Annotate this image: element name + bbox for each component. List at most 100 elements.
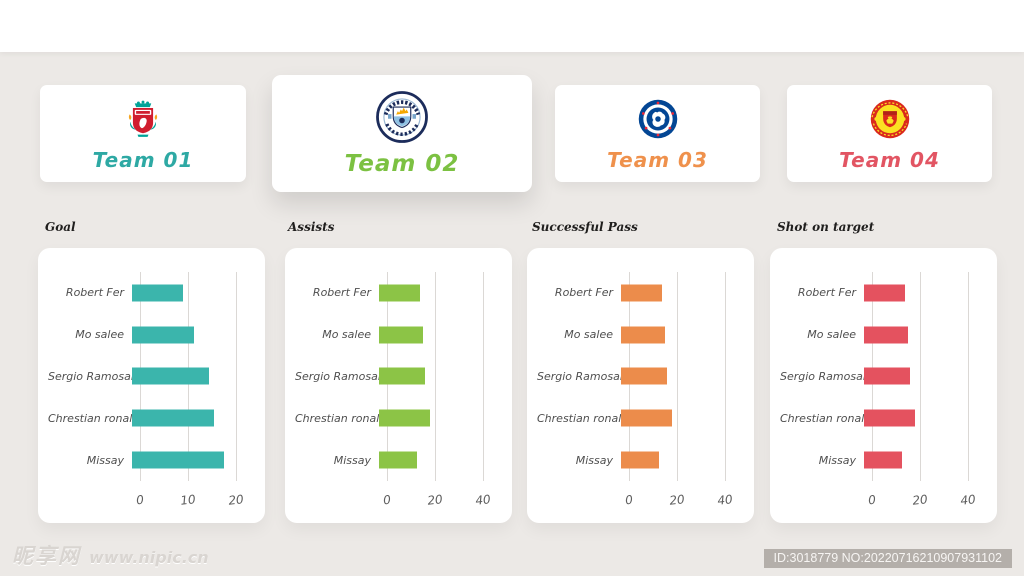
bar <box>864 326 908 344</box>
id-badge: ID:3018779 NO:20220716210907931102 <box>763 549 1012 568</box>
bar <box>132 451 225 469</box>
bar <box>864 284 906 302</box>
bar-track <box>864 272 981 314</box>
x-tick-label: 0 <box>382 492 392 508</box>
bar-track <box>621 397 738 439</box>
category-label: Chrestian ronald <box>780 411 872 425</box>
chart-row: Chrestian ronald <box>295 397 496 439</box>
assists-bar-chart: Robert Fer Mo salee Sergio Ramosan Chrestia… <box>285 248 512 523</box>
bar-track <box>379 356 496 398</box>
gridline <box>434 272 436 481</box>
successful-pass-bar-chart: Robert Fer Mo salee Sergio Ramosan Chrestia… <box>527 248 754 523</box>
watermark-url: www.nipic.cn <box>89 548 209 567</box>
bar <box>379 451 418 469</box>
chart-row: Robert Fer <box>295 272 496 314</box>
team-label-04: Team 04 <box>839 148 940 172</box>
x-tick-label: 0 <box>867 492 877 508</box>
bar-track <box>379 314 496 356</box>
bar <box>864 451 903 469</box>
x-axis-ticks: 0 20 40 <box>624 492 738 511</box>
watermark: 昵享网 www.nipic.cn <box>12 540 209 570</box>
chart-row: Missay <box>537 439 738 481</box>
gridline <box>724 272 726 481</box>
bar-track <box>621 272 738 314</box>
gridline <box>235 272 237 481</box>
category-label: Missay <box>333 453 371 467</box>
chart-row: Mo salee <box>780 314 981 356</box>
category-label: Robert Fer <box>312 286 371 300</box>
x-tick-label: 0 <box>135 492 145 508</box>
bar-track <box>864 314 981 356</box>
x-tick-label: 40 <box>959 492 976 508</box>
bar-track <box>621 356 738 398</box>
chart-row: Missay <box>48 439 249 481</box>
chart-row: Robert Fer <box>48 272 249 314</box>
bar <box>621 284 663 302</box>
chart-row: Chrestian ronald <box>48 397 249 439</box>
bar <box>621 409 673 427</box>
category-label: Mo salee <box>807 328 856 342</box>
chart-row: Chrestian ronald <box>780 397 981 439</box>
goal-bar-chart: Robert Fer Mo salee Sergio Ramosan Chrestia… <box>38 248 265 523</box>
x-axis-ticks: 0 20 40 <box>382 492 496 511</box>
x-tick-label: 20 <box>668 492 686 508</box>
x-tick-label: 40 <box>474 492 491 508</box>
chart-row: Sergio Ramosan <box>295 356 496 398</box>
category-label: Sergio Ramosan <box>48 369 138 383</box>
bar <box>864 367 911 385</box>
team-label-01: Team 01 <box>92 148 194 172</box>
bar <box>379 409 431 427</box>
bar <box>621 326 665 344</box>
bar-track <box>132 397 249 439</box>
bar-track <box>621 439 738 481</box>
bar-track <box>132 356 249 398</box>
team-card-01[interactable]: Team 01 <box>40 85 246 182</box>
liverpool-crest-icon <box>121 94 165 144</box>
gridline <box>482 272 484 481</box>
chart-title-shot-on-target: Shot on target <box>777 220 875 234</box>
chart-row: Sergio Ramosan <box>537 356 738 398</box>
x-tick-label: 20 <box>227 492 244 508</box>
chart-row: Missay <box>295 439 496 481</box>
gridline <box>967 272 969 481</box>
chart-row: Mo salee <box>295 314 496 356</box>
bar <box>379 367 426 385</box>
gridline <box>676 272 678 481</box>
bar-track <box>379 272 496 314</box>
bar-track <box>379 439 496 481</box>
chart-row: Sergio Ramosan <box>48 356 249 398</box>
chart-title-successful-pass: Successful Pass <box>532 220 638 234</box>
top-bar <box>0 0 1024 52</box>
chart-row: Mo salee <box>48 314 249 356</box>
chart-row: Sergio Ramosan <box>780 356 981 398</box>
bar <box>864 409 916 427</box>
category-label: Chrestian ronald <box>295 411 387 425</box>
category-label: Robert Fer <box>797 286 856 300</box>
bar <box>132 326 194 344</box>
bar <box>379 284 421 302</box>
team-card-04[interactable]: Team 04 <box>787 85 992 182</box>
chart-row: Mo salee <box>537 314 738 356</box>
category-label: Mo salee <box>322 328 371 342</box>
chart-row: Chrestian ronald <box>537 397 738 439</box>
team-label-02: Team 02 <box>344 151 460 177</box>
category-label: Robert Fer <box>65 286 124 300</box>
team-label-03: Team 03 <box>607 148 708 172</box>
category-label: Missay <box>86 453 124 467</box>
category-label: Robert Fer <box>554 286 613 300</box>
chart-rows: Robert Fer Mo salee Sergio Ramosan Chrestia… <box>295 272 496 481</box>
chart-rows: Robert Fer Mo salee Sergio Ramosan Chrestia… <box>537 272 738 481</box>
bar-track <box>132 272 249 314</box>
bar <box>621 451 660 469</box>
category-label: Missay <box>818 453 856 467</box>
team-card-03[interactable]: Team 03 <box>555 85 760 182</box>
bar-track <box>621 314 738 356</box>
x-tick-label: 40 <box>716 492 733 508</box>
category-label: Mo salee <box>564 328 613 342</box>
category-label: Sergio Ramosan <box>537 369 627 383</box>
team-card-02[interactable]: Team 02 <box>272 75 532 192</box>
bar <box>379 326 423 344</box>
bar <box>621 367 668 385</box>
category-label: Chrestian ronald <box>537 411 629 425</box>
manchester-united-crest-icon <box>868 94 912 144</box>
